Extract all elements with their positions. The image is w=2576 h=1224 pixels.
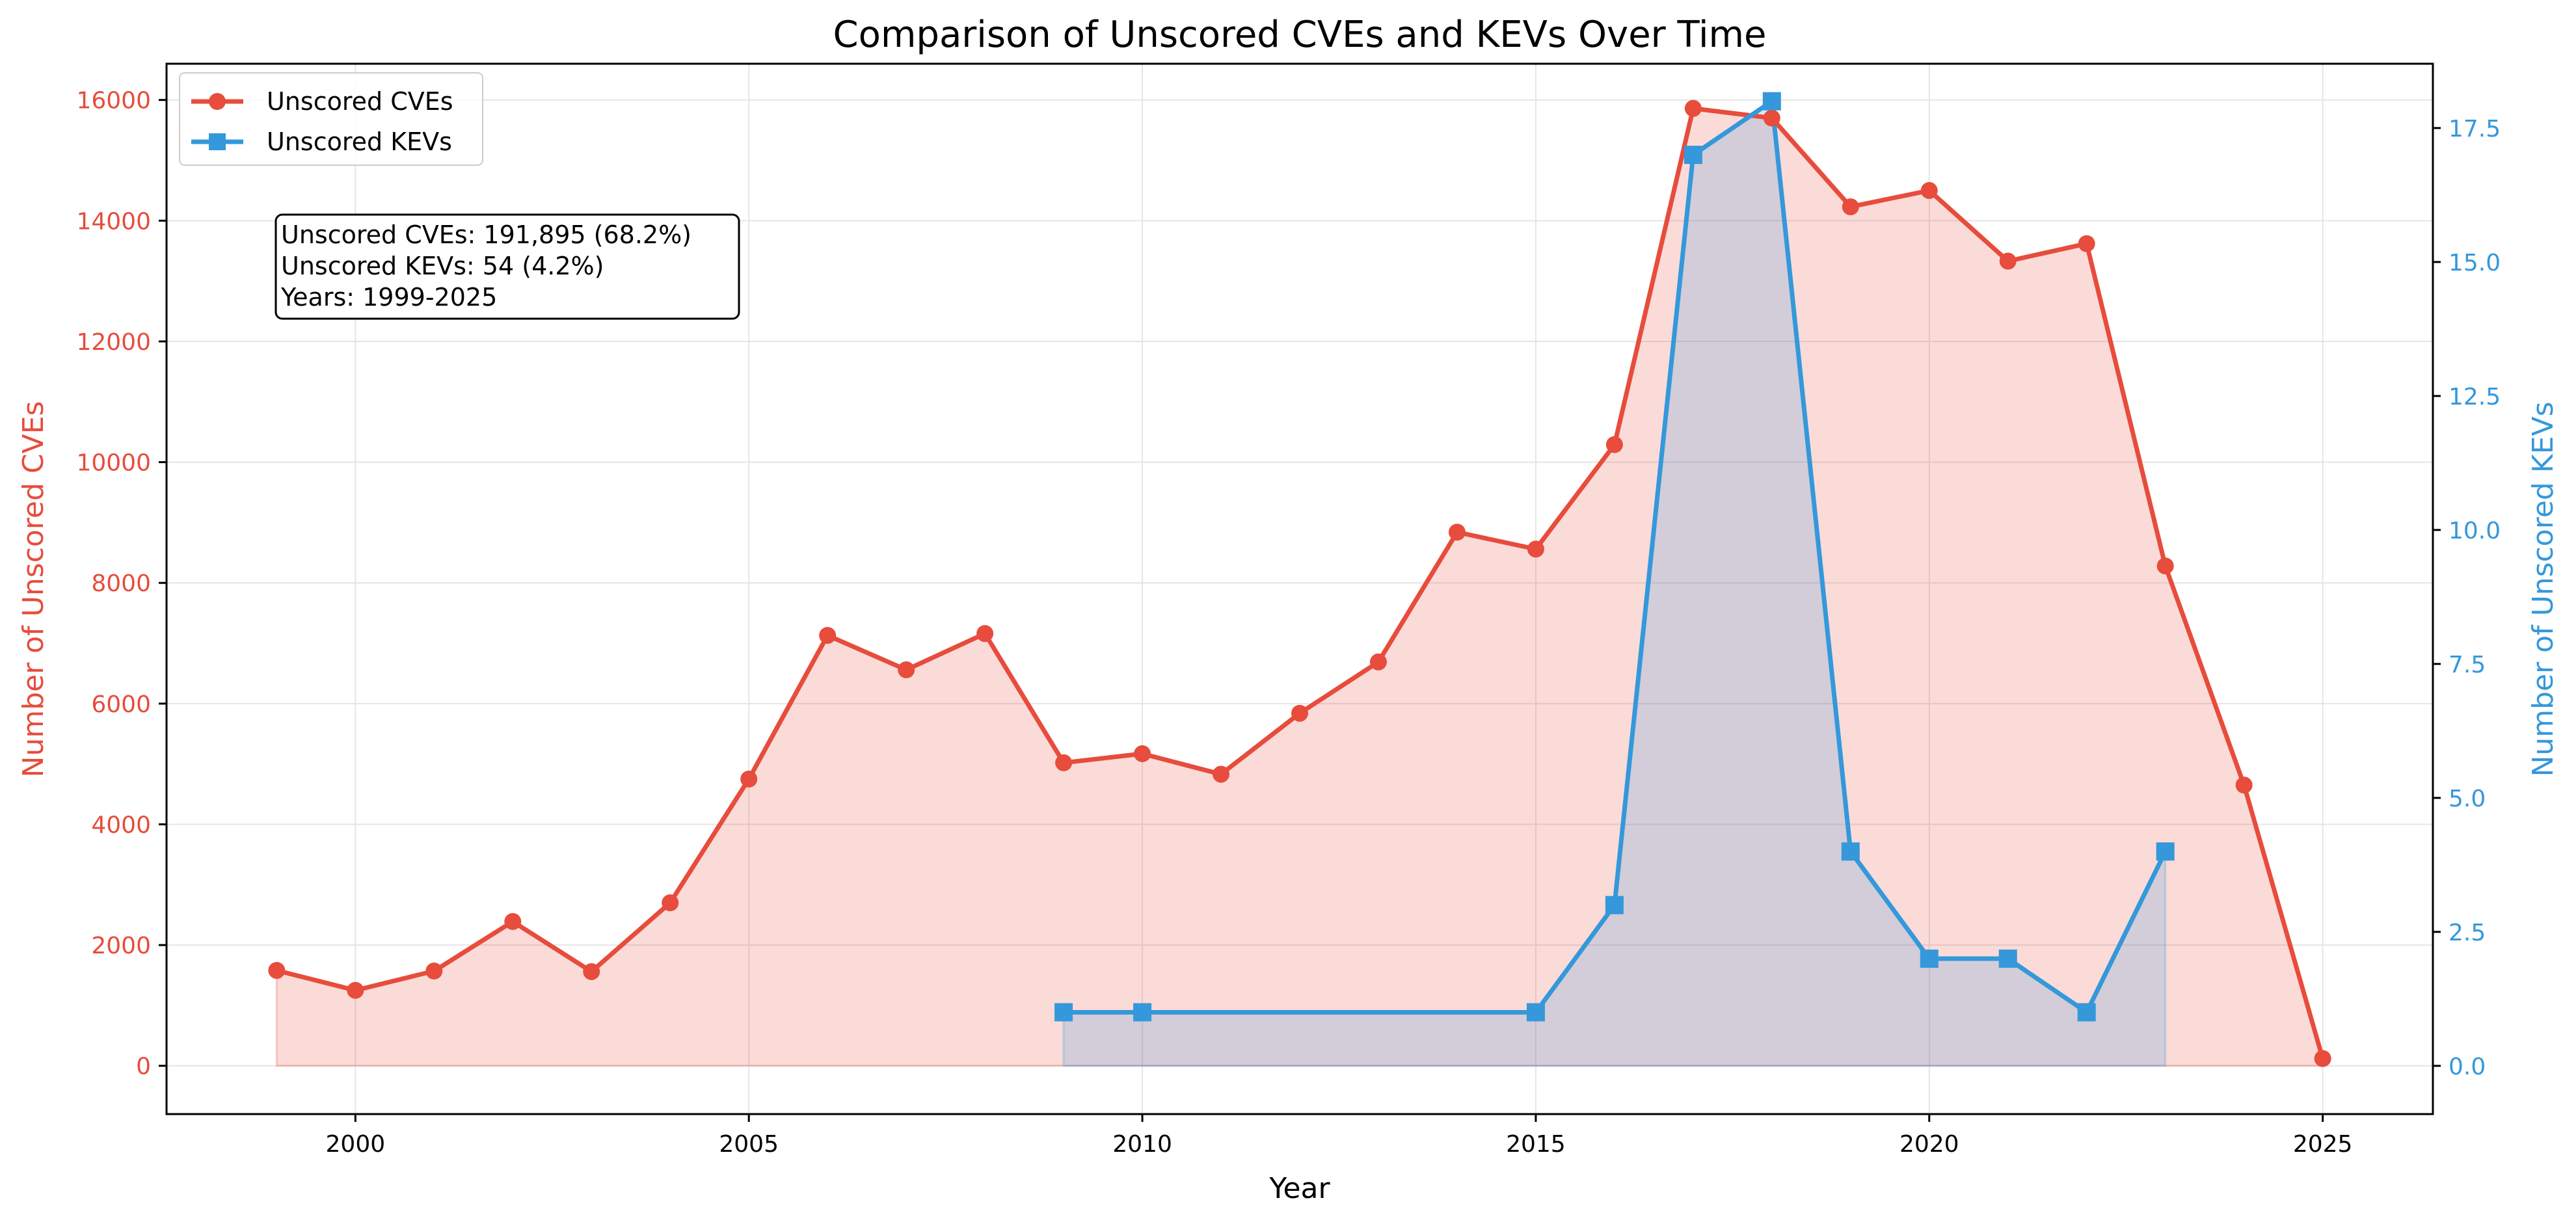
grid <box>167 64 2433 1114</box>
data-point-kev <box>1526 1003 1545 1022</box>
y-right-tick-label: 0.0 <box>2449 1054 2486 1080</box>
y-right-tick-label: 7.5 <box>2449 652 2486 678</box>
data-point-cve <box>2078 235 2095 252</box>
y-right-tick-label: 2.5 <box>2449 920 2486 946</box>
stats-line: Unscored CVEs: 191,895 (68.2%) <box>281 220 691 249</box>
data-point-kev <box>1133 1003 1152 1022</box>
x-tick-label: 2005 <box>719 1131 779 1158</box>
data-point-kev <box>1920 950 1939 968</box>
x-axis: 2000 2005 2010 2015 2020 2025 <box>326 1114 2353 1158</box>
data-point-kev <box>2156 842 2175 861</box>
data-point-cve <box>1605 436 1623 453</box>
legend-cve-marker <box>209 93 226 110</box>
data-point-cve <box>1369 653 1387 671</box>
data-point-cve <box>2314 1050 2331 1067</box>
legend-kev-label: Unscored KEVs <box>267 127 452 156</box>
data-point-cve <box>1842 198 1859 215</box>
data-point-cve <box>898 661 915 678</box>
y-left-tick-label: 2000 <box>91 933 151 959</box>
left-y-axis-title: Number of Unscored CVEs <box>17 401 50 778</box>
data-point-cve <box>504 912 522 930</box>
chart-title: Comparison of Unscored CVEs and KEVs Ove… <box>833 14 1766 56</box>
data-point-cve <box>1448 524 1466 541</box>
data-point-kev <box>1762 92 1781 111</box>
y-left-tick-label: 6000 <box>91 691 151 718</box>
x-axis-title: Year <box>1268 1172 1330 1205</box>
data-point-cve <box>347 981 364 999</box>
y-left-tick-label: 14000 <box>76 208 151 235</box>
right-y-axis-title: Number of Unscored KEVs <box>2527 401 2560 777</box>
x-tick-label: 2010 <box>1112 1131 1172 1158</box>
plot-frame <box>165 62 2434 1115</box>
data-point-cve <box>1291 704 1308 722</box>
x-tick-label: 2020 <box>1899 1131 1959 1158</box>
y-left-tick-label: 10000 <box>76 450 151 477</box>
stats-annotation: Unscored CVEs: 191,895 (68.2%) Unscored … <box>275 213 740 320</box>
y-right-tick-label: 10.0 <box>2449 518 2501 544</box>
y-left-tick-label: 4000 <box>91 812 151 838</box>
data-point-cve <box>1684 100 1702 117</box>
y-right-tick-label: 12.5 <box>2449 384 2501 410</box>
y-left-tick-label: 8000 <box>91 570 151 597</box>
data-point-kev <box>1684 146 1702 165</box>
right-y-axis: 0.0 2.5 5.0 7.5 10.0 12.5 15.0 17.5 <box>2433 116 2501 1080</box>
data-point-cve <box>1213 765 1230 783</box>
y-right-tick-label: 15.0 <box>2449 250 2501 276</box>
x-tick-label: 2015 <box>1506 1131 1566 1158</box>
data-point-cve <box>1920 181 1938 199</box>
data-point-kev <box>1054 1003 1073 1022</box>
x-tick-label: 2025 <box>2293 1131 2353 1158</box>
y-right-tick-label: 5.0 <box>2449 786 2486 812</box>
data-point-cve <box>583 963 600 980</box>
data-point-cve <box>268 962 286 979</box>
data-point-cve <box>1763 109 1780 127</box>
data-point-kev <box>1841 842 1860 861</box>
data-point-cve <box>2235 777 2253 794</box>
left-y-axis: 0 2000 4000 6000 8000 10000 12000 14000 16000 <box>76 88 167 1080</box>
legend: Unscored CVEs Unscored KEVs <box>179 72 483 166</box>
stats-line: Years: 1999-2025 <box>280 283 497 312</box>
data-point-cve <box>1527 540 1544 558</box>
stats-line: Unscored KEVs: 54 (4.2%) <box>281 252 604 280</box>
data-point-kev <box>2077 1003 2096 1022</box>
data-point-cve <box>662 894 679 912</box>
series-markers <box>268 92 2331 1067</box>
y-right-tick-label: 17.5 <box>2449 116 2501 142</box>
stats-box <box>275 213 740 320</box>
legend-box <box>179 72 483 166</box>
legend-cve-label: Unscored CVEs <box>267 87 453 116</box>
x-tick-label: 2000 <box>326 1131 386 1158</box>
data-point-cve <box>976 625 994 643</box>
data-point-kev <box>1605 896 1624 914</box>
data-point-cve <box>1999 252 2017 270</box>
data-point-cve <box>1055 754 1073 771</box>
y-left-tick-label: 16000 <box>76 88 151 114</box>
legend-kev-marker <box>209 133 226 150</box>
y-left-tick-label: 0 <box>136 1054 151 1080</box>
data-point-cve <box>1134 745 1151 762</box>
data-point-kev <box>1998 950 2017 968</box>
y-left-tick-label: 12000 <box>76 329 151 356</box>
data-point-cve <box>425 963 443 980</box>
data-point-cve <box>819 626 837 644</box>
data-point-cve <box>740 770 758 788</box>
data-point-cve <box>2156 557 2174 575</box>
